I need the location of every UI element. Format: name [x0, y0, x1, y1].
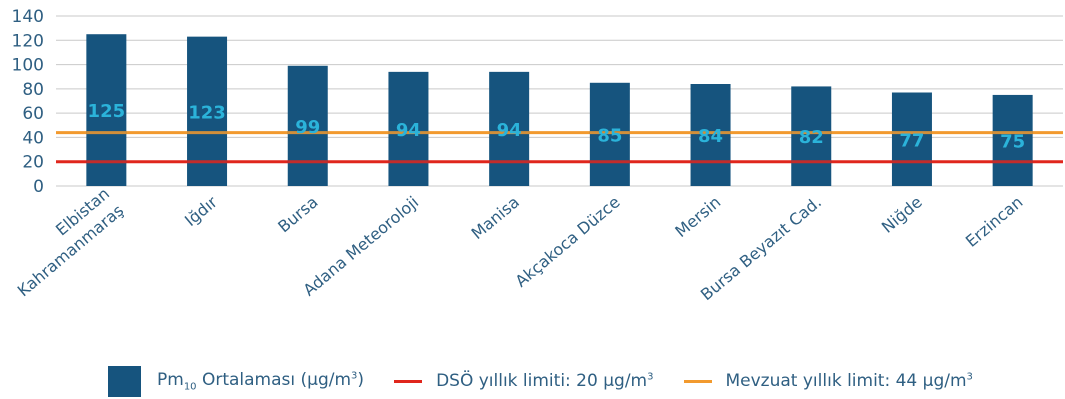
x-tick-label: Iğdır	[181, 192, 221, 230]
bar	[589, 82, 630, 186]
x-tick-label: Erzincan	[962, 192, 1027, 251]
legend-label-regulation-limit: Mevzuat yıllık limit: 44 µg/m3	[725, 371, 973, 391]
y-tick-label: 120	[12, 31, 44, 51]
bars	[86, 34, 1033, 187]
y-tick-label: 80	[22, 80, 44, 100]
x-tick-label-line: Niğde	[878, 192, 926, 236]
legend-item-regulation-limit: Mevzuat yıllık limit: 44 µg/m3	[683, 371, 973, 391]
legend-swatch-regulation-limit	[683, 379, 712, 383]
x-tick-label-line: Manisa	[468, 192, 523, 243]
x-tick-label-line: Iğdır	[181, 192, 221, 230]
x-tick-label: Niğde	[878, 192, 926, 236]
x-tick-label-line: Bursa	[274, 192, 321, 236]
bar	[690, 84, 731, 186]
bar	[489, 71, 530, 186]
legend-label-pm10: Pm10 Ortalaması (µg/m3)	[157, 369, 365, 393]
legend-item-pm10: Pm10 Ortalaması (µg/m3)	[108, 365, 365, 397]
bar-value-label: 94	[497, 120, 522, 141]
bar-value-label: 84	[698, 126, 723, 147]
legend-swatch-pm10	[108, 365, 141, 397]
bar	[287, 65, 328, 186]
y-tick-label: 0	[33, 177, 44, 197]
legend-swatch-who-limit	[394, 379, 423, 383]
bar-value-label: 85	[597, 125, 622, 146]
x-tick-label-line: Erzincan	[962, 192, 1027, 251]
bar-value-label: 75	[1000, 131, 1025, 152]
bar	[388, 71, 429, 186]
legend-label-who-limit: DSÖ yıllık limiti: 20 µg/m3	[436, 371, 654, 391]
bar-value-label: 99	[295, 117, 320, 138]
bar	[992, 94, 1033, 186]
y-tick-label: 100	[12, 56, 44, 76]
x-tick-label: Akçakoca Düzce	[511, 192, 623, 290]
y-axis: 0 20 40 60 80 100 120 140	[12, 7, 44, 197]
x-tick-label: Mersin	[671, 192, 724, 241]
bar	[891, 92, 932, 186]
bar-value-label: 82	[799, 127, 824, 148]
x-tick-label: Bursa	[274, 192, 321, 236]
legend: Pm10 Ortalaması (µg/m3) DSÖ yıllık limit…	[108, 364, 1003, 398]
x-tick-label: Manisa	[468, 192, 523, 243]
y-tick-label: 20	[22, 153, 44, 173]
bar-value-label: 94	[396, 120, 421, 141]
bar-value-label: 125	[88, 101, 126, 122]
bar-chart: 0 20 40 60 80 100 120 140 125 123 99 94 94 85 84 82 77 7…	[12, 7, 1063, 304]
legend-item-who-limit: DSÖ yıllık limiti: 20 µg/m3	[394, 371, 654, 391]
y-tick-label: 140	[12, 7, 44, 27]
bar-value-label: 77	[899, 130, 924, 151]
y-tick-label: 60	[22, 104, 44, 124]
bar	[791, 86, 832, 186]
y-tick-label: 40	[22, 128, 44, 148]
bar-value-label: 123	[188, 102, 226, 123]
data-labels: 125 123 99 94 94 85 84 82 77 75	[88, 101, 1026, 152]
x-tick-label-line: Mersin	[671, 192, 724, 241]
x-tick-label-line: Akçakoca Düzce	[511, 192, 623, 290]
